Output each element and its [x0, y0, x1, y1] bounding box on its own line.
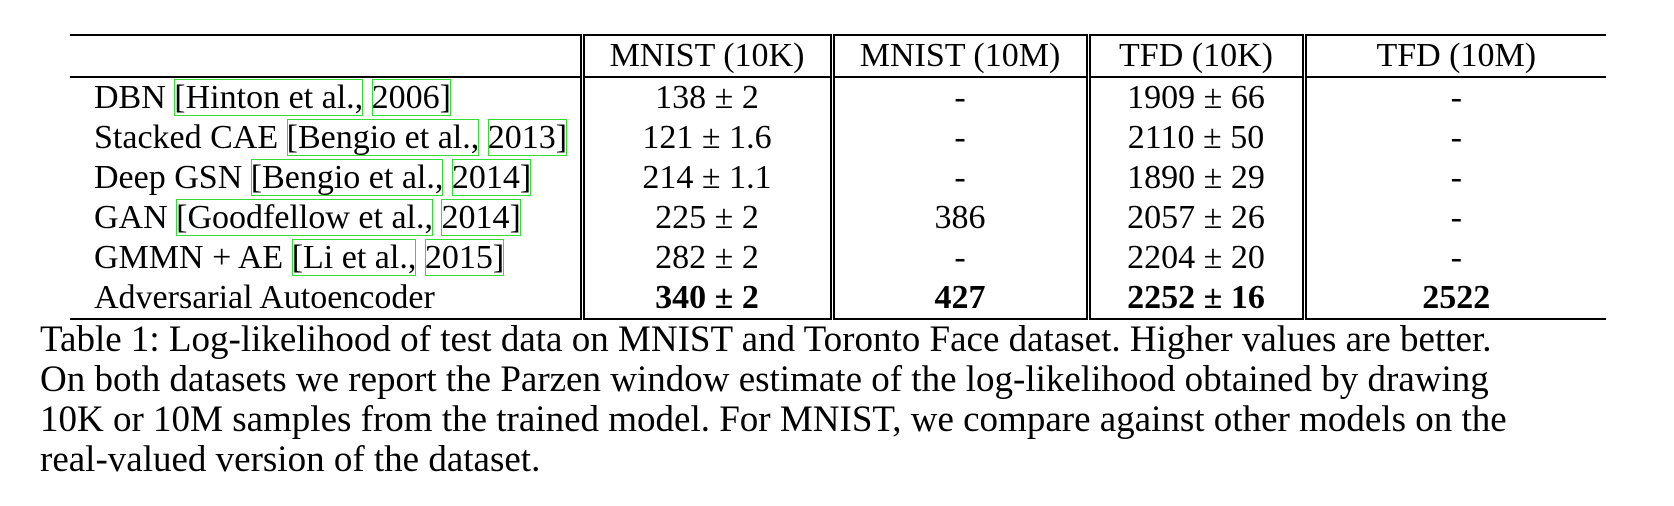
citation-year-link[interactable]: 2015]	[424, 239, 505, 276]
citation-year-link[interactable]: 2006]	[371, 79, 451, 116]
model-cell: DBN [Hinton et al., 2006]	[70, 77, 582, 118]
table-row-highlight: Adversarial Autoencoder 340 ± 2 427 2252…	[70, 278, 1606, 320]
table-caption: Table 1: Log-likelihood of test data on …	[40, 320, 1650, 480]
tfd-10k-cell: 1909 ± 66	[1085, 77, 1304, 118]
caption-line: On both datasets we report the Parzen wi…	[40, 359, 1489, 400]
tfd-10m-cell: -	[1301, 77, 1606, 118]
header-mnist-10k: MNIST (10K)	[579, 34, 832, 78]
tfd-10m-cell: -	[1301, 238, 1606, 278]
model-name: GMMN + AE	[94, 239, 292, 276]
table-row: Stacked CAE [Bengio et al., 2013] 121 ± …	[70, 118, 1606, 158]
model-name: GAN	[94, 199, 177, 236]
mnist-10m-cell: -	[829, 238, 1088, 278]
mnist-10m-cell: 386	[829, 198, 1088, 238]
mnist-10m-cell: -	[829, 77, 1088, 118]
table-row: DBN [Hinton et al., 2006] 138 ± 2 - 1909…	[70, 77, 1606, 118]
mnist-10k-cell: 121 ± 1.6	[579, 118, 832, 158]
citation-year-link[interactable]: 2013]	[487, 119, 568, 156]
citation-author-link[interactable]: [Hinton et al.,	[174, 79, 364, 116]
citation-author-link[interactable]: [Goodfellow et al.,	[176, 199, 433, 236]
tfd-10k-cell: 2110 ± 50	[1085, 118, 1304, 158]
citation-author-link[interactable]: [Li et al.,	[291, 239, 417, 276]
citation-author-link[interactable]: [Bengio et al.,	[250, 159, 444, 196]
mnist-10k-cell: 340 ± 2	[579, 278, 832, 320]
model-cell: Adversarial Autoencoder	[70, 278, 582, 320]
header-mnist-10m: MNIST (10M)	[829, 34, 1088, 78]
tfd-10k-cell: 2252 ± 16	[1085, 278, 1304, 320]
citation-author-link[interactable]: [Bengio et al.,	[286, 119, 480, 156]
model-cell: Deep GSN [Bengio et al., 2014]	[70, 158, 582, 198]
tfd-10k-cell: 1890 ± 29	[1085, 158, 1304, 198]
caption-line: 10K or 10M samples from the trained mode…	[40, 399, 1507, 440]
model-cell: GMMN + AE [Li et al., 2015]	[70, 238, 582, 278]
table-row: GAN [Goodfellow et al., 2014] 225 ± 2 38…	[70, 198, 1606, 238]
mnist-10m-cell: 427	[829, 278, 1088, 320]
tfd-10m-cell: 2522	[1301, 278, 1606, 320]
mnist-10m-cell: -	[829, 158, 1088, 198]
model-cell: GAN [Goodfellow et al., 2014]	[70, 198, 582, 238]
header-tfd-10m: TFD (10M)	[1301, 34, 1606, 78]
results-table: MNIST (10K) MNIST (10M) TFD (10K) TFD (1…	[70, 34, 1606, 320]
citation-year-link[interactable]: 2014]	[451, 159, 532, 196]
tfd-10m-cell: -	[1301, 118, 1606, 158]
citation-year-link[interactable]: 2014]	[441, 199, 521, 236]
mnist-10k-cell: 214 ± 1.1	[579, 158, 832, 198]
model-name: Stacked CAE	[94, 119, 287, 156]
header-model	[70, 34, 582, 78]
model-name: Deep GSN	[94, 159, 251, 196]
header-tfd-10k: TFD (10K)	[1085, 34, 1304, 78]
tfd-10m-cell: -	[1301, 158, 1606, 198]
table-row: Deep GSN [Bengio et al., 2014] 214 ± 1.1…	[70, 158, 1606, 198]
mnist-10k-cell: 282 ± 2	[579, 238, 832, 278]
caption-line: real-valued version of the dataset.	[40, 439, 541, 480]
table-row: GMMN + AE [Li et al., 2015] 282 ± 2 - 22…	[70, 238, 1606, 278]
table-header-row: MNIST (10K) MNIST (10M) TFD (10K) TFD (1…	[70, 34, 1606, 78]
model-cell: Stacked CAE [Bengio et al., 2013]	[70, 118, 582, 158]
mnist-10m-cell: -	[829, 118, 1088, 158]
model-name: DBN	[94, 79, 175, 116]
mnist-10k-cell: 138 ± 2	[579, 77, 832, 118]
tfd-10k-cell: 2057 ± 26	[1085, 198, 1304, 238]
mnist-10k-cell: 225 ± 2	[579, 198, 832, 238]
caption-line: Table 1: Log-likelihood of test data on …	[40, 319, 1492, 360]
model-name: Adversarial Autoencoder	[94, 279, 435, 316]
tfd-10k-cell: 2204 ± 20	[1085, 238, 1304, 278]
tfd-10m-cell: -	[1301, 198, 1606, 238]
